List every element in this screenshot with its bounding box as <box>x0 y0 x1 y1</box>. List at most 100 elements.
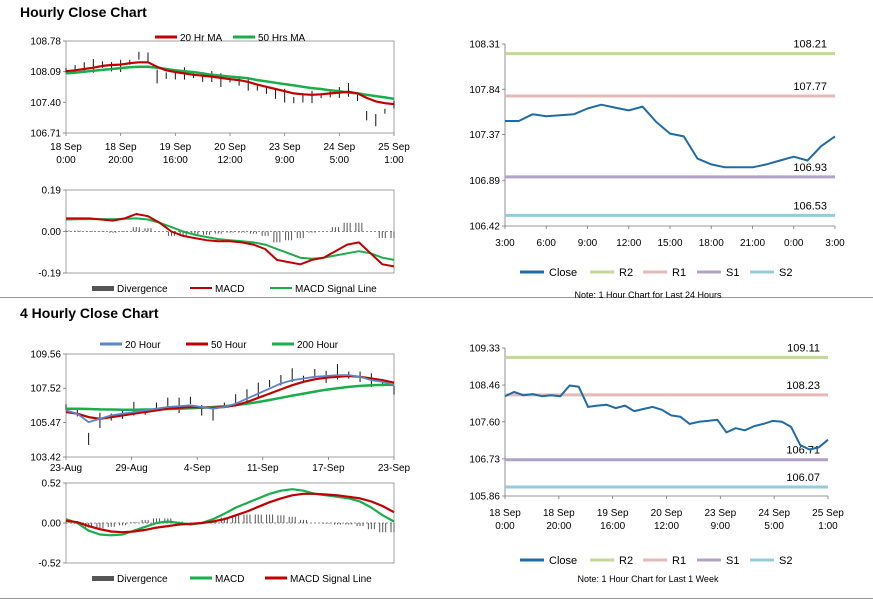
hourly-macd-legend-macd-label: MACD <box>215 284 244 295</box>
hourly-pivot-y-tick-label: 107.84 <box>469 85 500 96</box>
hourly-section-title: Hourly Close Chart <box>20 4 147 20</box>
four-hourly-macd-legend-signal-label: MACD Signal Line <box>290 574 372 585</box>
hourly-macd-y-tick-label: -0.19 <box>38 269 61 280</box>
four-hourly-pivot-s2-level-label: 106.07 <box>786 472 820 484</box>
hourly-pivot-x-tick-label: 18:00 <box>699 238 724 249</box>
hourly-pivot-close-line <box>505 103 836 169</box>
four-hourly-macd-legend-divergence-label: Divergence <box>117 574 168 585</box>
hourly-price-y-tick-label: 106.71 <box>30 129 61 140</box>
four-hourly-pivot-r2-level-label: 109.11 <box>787 342 820 354</box>
four-hourly-pivot-x-tick-label: 1:00 <box>818 521 838 532</box>
hourly-macd-legend-divergence-swatch <box>92 286 114 291</box>
four-hourly-pivot-x-tick-label: 18 Sep <box>489 508 521 519</box>
four-hourly-pivot-y-tick-label: 108.46 <box>469 381 500 392</box>
four-hourly-pivot-y-tick-label: 105.86 <box>469 492 500 503</box>
section-divider <box>0 297 873 298</box>
four-hourly-price-x-tick-label: 23-Sep <box>378 463 411 474</box>
four-hourly-legend-200hr-label: 200 Hour <box>297 340 339 351</box>
hourly-price-y-tick-label: 108.78 <box>30 37 61 48</box>
hourly-macd-y-tick-label: 0.19 <box>42 186 62 197</box>
four-hourly-price-y-tick-label: 103.42 <box>30 453 61 464</box>
four-hourly-pivot-x-tick-label: 20:00 <box>546 521 571 532</box>
hourly-price-x-tick-label: 9:00 <box>275 155 295 166</box>
four-hourly-pivot-y-tick-label: 107.60 <box>469 417 500 428</box>
hourly-price-y-tick-label: 108.09 <box>30 67 61 78</box>
hourly-price-x-tick-label: 16:00 <box>163 155 188 166</box>
four-hourly-macd-signal-line <box>65 492 395 534</box>
hourly-pivot-x-tick-label: 3:00 <box>825 238 845 249</box>
four-hourly-pivot-r1-level-label: 108.23 <box>786 380 820 392</box>
four-hourly-macd-line <box>65 488 395 537</box>
four-hourly-price-y-tick-label: 107.52 <box>30 384 61 395</box>
hourly-price-x-tick-label: 0:00 <box>56 155 76 166</box>
four-hourly-pivot-y-tick-label: 109.33 <box>469 344 500 355</box>
hourly-legend-20hr-label: 20 Hr MA <box>180 33 223 44</box>
hourly-pivot-legend-r1-label: R1 <box>672 267 686 279</box>
hourly-price-x-tick-label: 20:00 <box>108 155 133 166</box>
hourly-pivot-r2-level-label: 108.21 <box>793 39 827 51</box>
four-hourly-macd-y-tick-label: 0.52 <box>42 479 62 490</box>
four-hourly-pivot-legend-s2-label: S2 <box>779 555 792 567</box>
hourly-pivot-x-tick-label: 15:00 <box>657 238 682 249</box>
hourly-pivot-y-tick-label: 106.42 <box>469 222 500 233</box>
hourly-price-x-tick-label: 1:00 <box>384 155 404 166</box>
four-hourly-pivot-legend-s1-label: S1 <box>726 555 739 567</box>
four-hourly-pivot-x-tick-label: 18 Sep <box>543 508 575 519</box>
hourly-pivot-x-tick-label: 9:00 <box>578 238 598 249</box>
hourly-macd-legend-signal-label: MACD Signal Line <box>295 284 377 295</box>
hourly-price-y-tick-label: 107.40 <box>30 98 61 109</box>
four-hourly-legend-50hr-label: 50 Hour <box>211 340 247 351</box>
hourly-pivot-y-tick-label: 106.89 <box>469 176 500 187</box>
hourly-price-x-tick-label: 18 Sep <box>50 142 82 153</box>
four-hourly-pivot-s1-level-label: 106.71 <box>786 445 820 457</box>
four-hourly-price-y-tick-label: 109.56 <box>30 350 61 361</box>
hourly-price-x-tick-label: 25 Sep <box>378 142 410 153</box>
four-hourly-pivot-legend-r2-label: R2 <box>619 555 633 567</box>
four-hourly-price-x-tick-label: 17-Sep <box>312 463 345 474</box>
hourly-pivot-y-tick-label: 108.31 <box>469 40 500 51</box>
hourly-pivot-legend-r2-label: R2 <box>619 267 633 279</box>
four-hourly-price-x-tick-label: 23-Aug <box>50 463 82 474</box>
four-hourly-section-title: 4 Hourly Close Chart <box>20 305 159 321</box>
hourly-price-x-tick-label: 5:00 <box>330 155 350 166</box>
four-hourly-pivot-legend-r1-label: R1 <box>672 555 686 567</box>
bottom-divider <box>0 598 873 599</box>
four-hourly-macd-y-tick-label: 0.00 <box>42 519 62 530</box>
hourly-50hr-ma-line <box>65 65 395 101</box>
four-hourly-pivot-x-tick-label: 16:00 <box>600 521 625 532</box>
hourly-pivot-note: Note: 1 Hour Chart for Last 24 Hours <box>574 290 722 300</box>
four-hourly-pivot-legend-close-label: Close <box>549 555 577 567</box>
four-hourly-legend-20hr-label: 20 Hour <box>125 340 161 351</box>
four-hourly-pivot-x-tick-label: 23 Sep <box>704 508 736 519</box>
four-hourly-price-x-tick-label: 4-Sep <box>184 463 211 474</box>
hourly-pivot-s2-level-label: 106.53 <box>793 200 827 212</box>
hourly-pivot-s1-level-label: 106.93 <box>793 162 827 174</box>
four-hourly-pivot-x-tick-label: 0:00 <box>495 521 515 532</box>
hourly-price-frame <box>65 40 395 134</box>
hourly-legend-50hr-label: 50 Hrs MA <box>258 33 306 44</box>
hourly-macd-y-tick-label: 0.00 <box>42 227 62 238</box>
four-hourly-50hr-line <box>65 374 395 420</box>
hourly-macd-legend-divergence-label: Divergence <box>117 284 168 295</box>
hourly-pivot-y-tick-label: 107.37 <box>469 130 500 141</box>
hourly-macd-line <box>66 213 395 268</box>
four-hourly-pivot-x-tick-label: 19 Sep <box>597 508 629 519</box>
hourly-price-x-tick-label: 19 Sep <box>159 142 191 153</box>
four-hourly-pivot-x-tick-label: 24 Sep <box>758 508 790 519</box>
four-hourly-price-x-tick-label: 29-Aug <box>115 463 147 474</box>
hourly-pivot-legend-s1-label: S1 <box>726 267 739 279</box>
four-hourly-20hr-line <box>65 374 395 424</box>
hourly-macd-signal-line <box>65 217 395 261</box>
hourly-pivot-x-tick-label: 12:00 <box>616 238 641 249</box>
hourly-price-x-tick-label: 18 Sep <box>105 142 137 153</box>
four-hourly-pivot-x-tick-label: 9:00 <box>711 521 731 532</box>
hourly-price-x-tick-label: 20 Sep <box>214 142 246 153</box>
hourly-pivot-legend-s2-label: S2 <box>779 267 792 279</box>
four-hourly-pivot-close-line <box>504 384 829 451</box>
hourly-pivot-x-tick-label: 3:00 <box>495 238 515 249</box>
hourly-price-x-tick-label: 24 Sep <box>323 142 355 153</box>
hourly-price-x-tick-label: 23 Sep <box>269 142 301 153</box>
hourly-20hr-ma-line <box>65 61 395 106</box>
four-hourly-macd-y-tick-label: -0.52 <box>38 559 61 570</box>
